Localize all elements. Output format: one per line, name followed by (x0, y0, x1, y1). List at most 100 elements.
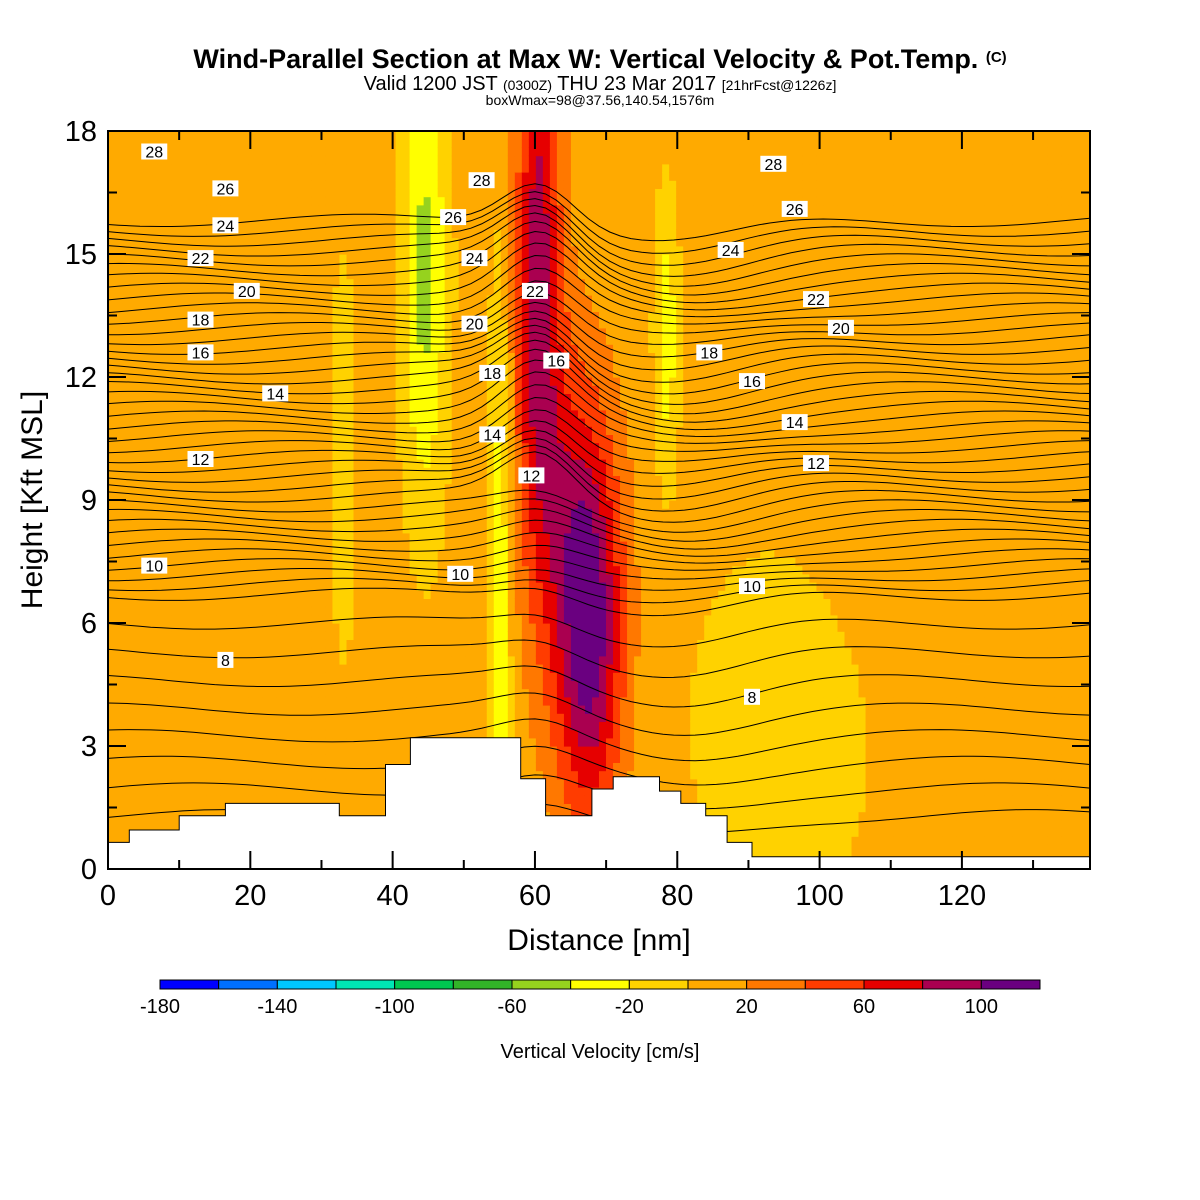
chart-title: Wind-Parallel Section at Max W: Vertical… (0, 44, 1200, 75)
colorbar-swatch (687, 979, 748, 990)
contour-label-bg (696, 344, 723, 361)
theta-contour-line (107, 420, 1091, 474)
theta-contour-line (107, 437, 1091, 500)
colorbar-swatch (452, 979, 513, 990)
title-text: Wind-Parallel Section at Max W: Vertical… (193, 44, 979, 74)
valid-date: THU 23 Mar 2017 (557, 73, 717, 95)
theta-contour-line (107, 291, 1091, 345)
contour-label: 10 (451, 567, 469, 584)
copyright-mark: (C) (985, 49, 1007, 66)
theta-contour-line (107, 220, 1091, 296)
theta-contour-line (107, 639, 1091, 679)
theta-contour-line (107, 692, 1091, 736)
contour-label-bg (781, 414, 808, 431)
colorbar-label: Vertical Velocity [cm/s] (501, 1041, 700, 1063)
colorbar-swatch (628, 979, 689, 990)
theta-contour-line (107, 242, 1091, 311)
contour-label: 24 (466, 251, 484, 268)
contour-label: 12 (192, 452, 210, 469)
contour-label: 10 (145, 559, 163, 576)
theta-contour-line (107, 429, 1091, 487)
contour-label: 16 (547, 354, 565, 371)
contour-label: 22 (192, 251, 210, 268)
x-tick-label: 40 (377, 880, 409, 912)
colorbar-swatch (980, 979, 1041, 990)
contour-label-bg (447, 565, 474, 582)
contour-label: 8 (748, 690, 757, 707)
contour-label: 18 (700, 345, 718, 362)
contour-label: 20 (466, 317, 484, 334)
contour-label-bg (212, 217, 239, 234)
y-tick-label: 9 (81, 485, 97, 517)
colorbar-swatch (159, 979, 220, 990)
theta-contour-line (107, 665, 1091, 708)
y-tick-label: 3 (81, 731, 97, 763)
theta-contour-labels: 28 26 24 22 20 18 16 14 12 10 8 28 26 24 22 20 18 16 14 12 1… (141, 143, 854, 707)
contour-label: 28 (473, 173, 491, 190)
contour-label-bg (187, 344, 214, 361)
colorbar-tick-label: -140 (257, 996, 297, 1018)
contour-label-bg (217, 651, 234, 668)
colorbar-swatch (570, 979, 630, 990)
y-tick-label: 15 (65, 239, 97, 271)
contour-label: 26 (217, 181, 235, 198)
theta-contour-line (107, 359, 1091, 431)
theta-contour-line (107, 568, 1091, 591)
contour-label: 26 (444, 210, 462, 227)
contour-label-bg (187, 451, 214, 467)
contour-label-bg (187, 311, 214, 328)
contour-label-bg (738, 578, 765, 595)
theta-contour-line (107, 204, 1091, 277)
theta-contour-line (107, 331, 1091, 405)
colorbar-swatch (511, 979, 572, 990)
contour-label: 20 (832, 321, 850, 338)
theta-contour-line (107, 254, 1091, 318)
contour-label: 22 (526, 284, 544, 301)
y-tick-label: 12 (65, 362, 97, 394)
colorbar-tick-label: 20 (736, 996, 758, 1018)
contour-label-bg (440, 209, 467, 226)
theta-contour-line (107, 301, 1091, 358)
contour-label: 18 (192, 313, 210, 330)
contour-label-bg (738, 373, 765, 390)
contour-label-bg (803, 291, 830, 308)
theta-contour-line (107, 519, 1091, 557)
contour-label-bg (760, 155, 787, 172)
contour-label-bg (521, 282, 548, 299)
contour-label-bg (781, 200, 808, 217)
y-tick-label: 6 (81, 608, 97, 640)
contour-label-bg (543, 352, 570, 369)
theta-contour-line (107, 489, 1091, 533)
theta-contour-line (107, 613, 1091, 648)
x-axis-label: Distance [nm] (507, 924, 690, 957)
theta-contours (107, 183, 1091, 833)
theta-contour-line (107, 371, 1091, 438)
colorbar-swatch (218, 979, 278, 990)
theta-contour-line (107, 444, 1091, 512)
theta-contour-line (107, 310, 1091, 371)
contour-label: 28 (764, 157, 782, 174)
x-tick-label: 100 (795, 880, 843, 912)
contour-label-bg (233, 282, 260, 299)
colorbar-swatch (922, 979, 982, 990)
colorbar-swatch (394, 979, 454, 990)
colorbar-swatch (863, 979, 924, 990)
contour-label: 12 (807, 456, 825, 473)
colorbar-tick-label: -180 (140, 996, 180, 1018)
contour-label: 14 (786, 415, 804, 432)
theta-contour-line (107, 230, 1091, 304)
contour-label-bg (141, 557, 168, 574)
theta-contour-line (107, 577, 1091, 604)
contour-label-bg (518, 467, 545, 484)
forecast-info: [21hrFcst@1226z] (721, 77, 837, 93)
contour-label-bg (262, 385, 289, 402)
x-tick-label: 20 (234, 880, 266, 912)
contour-label: 16 (743, 374, 761, 391)
theta-contour-line (107, 745, 1091, 786)
contour-label: 16 (192, 345, 210, 362)
theta-contour-line (107, 212, 1091, 287)
colorbar-swatch (746, 979, 806, 990)
theta-contour-line (107, 531, 1091, 564)
x-tick-label: 80 (661, 880, 693, 912)
